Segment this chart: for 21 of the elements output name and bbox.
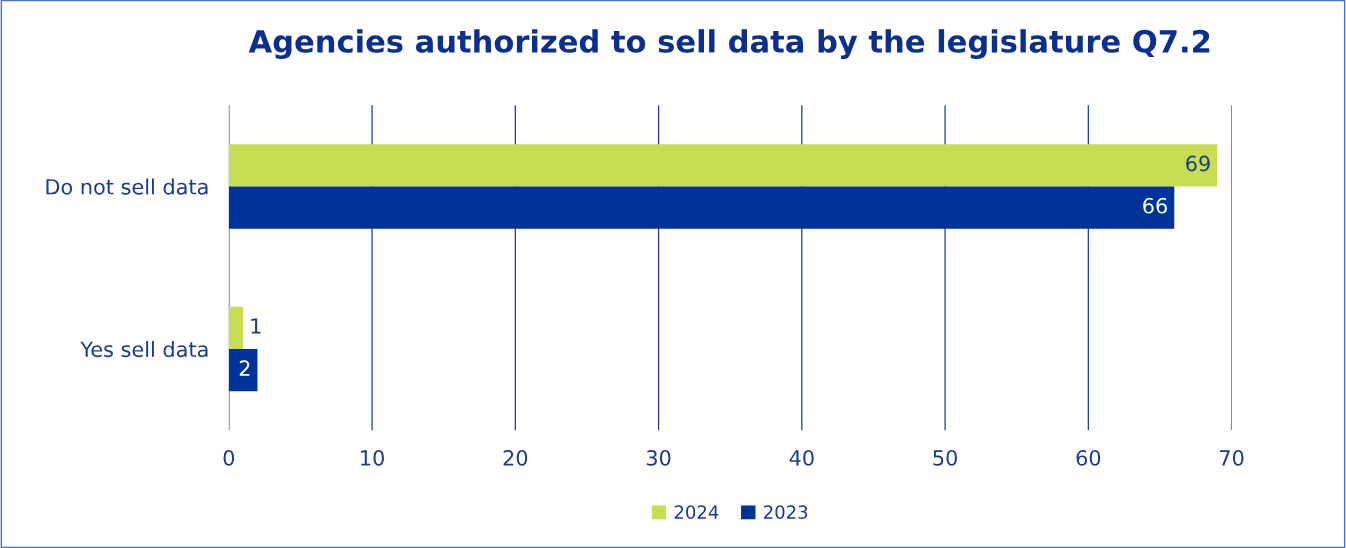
x-tick-label: 70	[1220, 449, 1244, 466]
bar	[228, 348, 258, 392]
bar	[228, 144, 1218, 187]
data-label: 1	[251, 318, 261, 334]
y-tick-label: Do not sell data	[46, 178, 208, 195]
x-tick-label: 50	[933, 449, 957, 466]
legend-label: 2024	[674, 505, 719, 519]
legend-label: 2023	[764, 505, 808, 519]
x-tick-label: 0	[223, 449, 235, 466]
data-label: 69	[1186, 155, 1210, 172]
y-tick-label: Yes sell data	[80, 341, 208, 358]
x-tick-label: 60	[1076, 449, 1101, 466]
x-tick-label: 20	[503, 449, 528, 466]
x-tick-label: 40	[789, 449, 814, 466]
chart-title: Agencies authorized to sell data by the legislature Q7.2	[248, 29, 1210, 60]
data-label: 66	[1143, 197, 1167, 214]
data-label: 2	[239, 360, 250, 376]
x-tick-label: 30	[646, 449, 671, 466]
bar	[228, 186, 1175, 229]
bar	[228, 306, 244, 349]
x-tick-label: 10	[361, 449, 384, 466]
